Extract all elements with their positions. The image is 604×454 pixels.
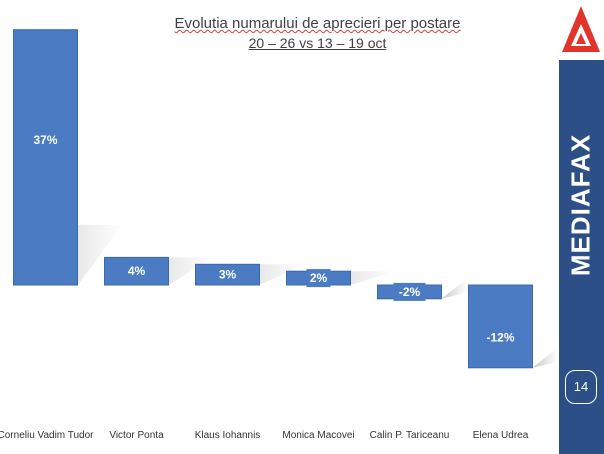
- bar-shadow: [441, 278, 467, 299]
- data-label: -2%: [399, 285, 421, 299]
- data-label: -12%: [486, 331, 514, 345]
- data-label-box: [393, 282, 426, 301]
- category-label: Elena Udrea: [473, 430, 529, 441]
- data-label: 2%: [310, 271, 328, 285]
- category-label: Corneliu Vadim Tudor: [0, 430, 94, 441]
- logo-box: [559, 0, 604, 60]
- data-label-box: [480, 328, 521, 347]
- data-label: 3%: [219, 268, 237, 282]
- chart-title: Evolutia numarului de aprecieri per post…: [120, 14, 515, 53]
- data-label-box: [124, 262, 149, 281]
- data-label: 4%: [128, 264, 146, 278]
- brand-name: MEDIAFAX: [565, 133, 596, 277]
- data-label-box: [306, 269, 331, 288]
- bar-5: [468, 284, 533, 369]
- category-label: Klaus Iohannis: [195, 430, 261, 441]
- data-label-box: [215, 265, 240, 284]
- category-label: Monica Macovei: [282, 430, 354, 441]
- mediafax-triangle-logo-icon: [562, 6, 600, 52]
- category-label: Victor Ponta: [109, 430, 164, 441]
- category-label: Calin P. Tariceanu: [370, 430, 450, 441]
- chart-title-line1: Evolutia numarului de aprecieri per post…: [174, 15, 461, 32]
- bar-shadow: [532, 347, 558, 368]
- bar-0: [13, 29, 78, 286]
- bar-chart: 37% Corneliu Vadim Tudor 4% Victor Ponta 3% K…: [0, 29, 558, 441]
- page-number: 14: [565, 370, 597, 404]
- data-label-box: [29, 130, 62, 149]
- chart-subtitle: 20 – 26 vs 13 – 19 oct: [248, 35, 387, 51]
- mediafax-sidebar: MEDIAFAX 14: [559, 0, 604, 454]
- data-label: 37%: [33, 133, 57, 147]
